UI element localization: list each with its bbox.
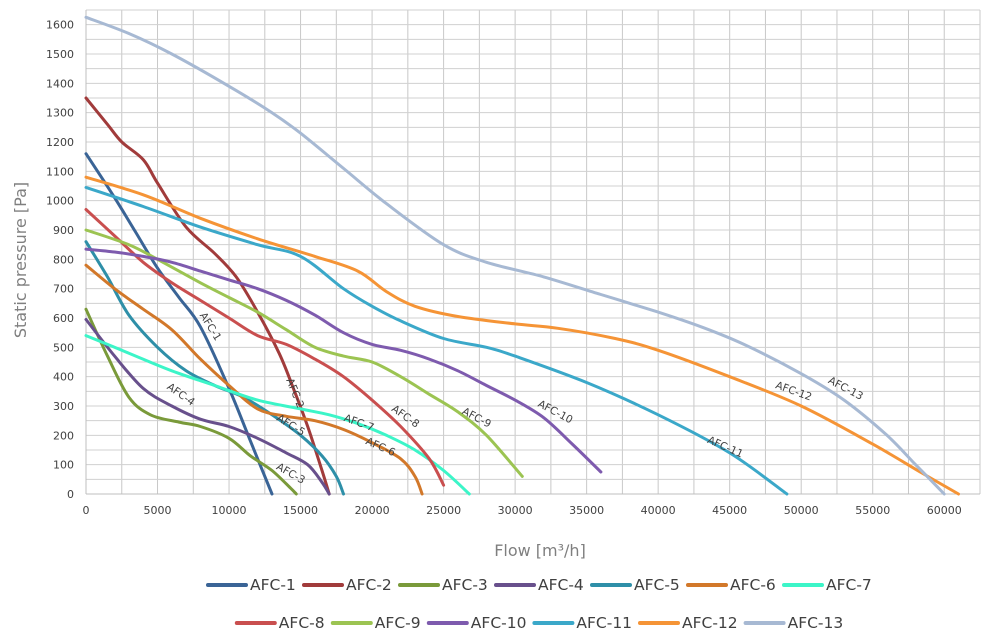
legend-label-afc-4: AFC-4 (538, 576, 584, 594)
y-tick-label: 100 (53, 459, 74, 472)
y-tick-label: 1600 (46, 19, 74, 32)
curve-label-afc-2: AFC-2 (283, 377, 306, 410)
x-tick-label: 30000 (498, 504, 533, 517)
x-tick-label: 20000 (355, 504, 390, 517)
series-line-afc-4 (84, 318, 331, 496)
y-tick-label: 600 (53, 312, 74, 325)
y-tick-label: 300 (53, 400, 74, 413)
legend-label-afc-5: AFC-5 (634, 576, 680, 594)
series-line-afc-10 (84, 247, 603, 474)
x-tick-label: 55000 (855, 504, 890, 517)
x-tick-label: 60000 (927, 504, 962, 517)
x-tick-label: 50000 (784, 504, 819, 517)
series-line-afc-12 (84, 175, 960, 496)
series-line-afc-11 (84, 186, 789, 496)
legend-label-afc-6: AFC-6 (730, 576, 776, 594)
x-tick-label: 25000 (426, 504, 461, 517)
y-tick-label: 900 (53, 224, 74, 237)
y-tick-label: 400 (53, 371, 74, 384)
x-tick-label: 15000 (283, 504, 318, 517)
legend-label-afc-8: AFC-8 (279, 614, 325, 632)
x-tick-label: 45000 (712, 504, 747, 517)
legend-label-afc-11: AFC-11 (576, 614, 632, 632)
legend-label-afc-10: AFC-10 (471, 614, 527, 632)
x-tick-label: 10000 (212, 504, 247, 517)
series-line-afc-8 (84, 208, 446, 487)
y-tick-label: 500 (53, 341, 74, 354)
y-tick-label: 1200 (46, 136, 74, 149)
x-tick-label: 35000 (569, 504, 604, 517)
y-tick-label: 200 (53, 429, 74, 442)
series-line-afc-7 (84, 334, 471, 496)
x-axis-title: Flow [m³/h] (494, 541, 586, 560)
series-line-afc-3 (84, 307, 298, 496)
curve-label-afc-12: AFC-12 (774, 379, 814, 403)
series-line-afc-1 (84, 152, 274, 496)
y-tick-label: 800 (53, 253, 74, 266)
y-tick-label: 1500 (46, 48, 74, 61)
series-line-afc-6 (84, 263, 424, 496)
legend-label-afc-3: AFC-3 (442, 576, 488, 594)
axis-ticks: 0 5000 10000 15000 20000 25000 30000 35000 40000… (46, 19, 962, 517)
y-tick-label: 1000 (46, 195, 74, 208)
curve-label-afc-8: AFC-8 (389, 403, 421, 431)
legend-label-afc-7: AFC-7 (826, 576, 872, 594)
x-tick-label: 40000 (641, 504, 676, 517)
y-tick-label: 700 (53, 283, 74, 296)
legend-label-afc-12: AFC-12 (682, 614, 738, 632)
series-lines (84, 15, 960, 496)
series-line-afc-13 (84, 15, 946, 496)
y-tick-label: 1300 (46, 107, 74, 120)
legend-label-afc-9: AFC-9 (375, 614, 421, 632)
curve-label-afc-13: AFC-13 (826, 375, 865, 403)
series-line-afc-9 (84, 228, 524, 478)
y-tick-label: 1100 (46, 165, 74, 178)
y-tick-label: 1400 (46, 77, 74, 90)
x-tick-label: 0 (83, 504, 90, 517)
legend-label-afc-1: AFC-1 (250, 576, 296, 594)
legend: AFC-1 AFC-2 AFC-3 AFC-4 AFC-5 AFC-6 AFC-7 AFC-8… (206, 576, 872, 632)
y-axis-title: Static pressure [Pa] (11, 182, 30, 338)
x-tick-label: 5000 (144, 504, 172, 517)
grid (85, 9, 981, 495)
legend-label-afc-2: AFC-2 (346, 576, 392, 594)
curve-label-afc-11: AFC-11 (706, 434, 745, 460)
legend-label-afc-13: AFC-13 (788, 614, 844, 632)
y-tick-label: 0 (67, 488, 74, 501)
curve-label-afc-10: AFC-10 (536, 398, 575, 426)
series-line-afc-2 (84, 96, 331, 496)
